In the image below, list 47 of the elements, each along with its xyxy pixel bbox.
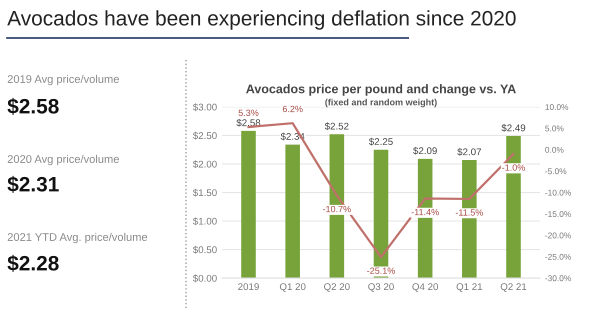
x-tick-label: Q1 20	[280, 283, 306, 292]
chart-subtitle: (fixed and random weight)	[325, 98, 437, 108]
data-label: -11.5%	[456, 209, 483, 216]
data-label: $2.07	[457, 148, 482, 156]
data-label: 5.3%	[238, 110, 258, 116]
x-tick-label: Q2 21	[500, 283, 526, 292]
data-label: -11.4%	[412, 208, 439, 216]
y2-tick-label: -30.0%	[545, 275, 571, 282]
text: $2.31	[7, 176, 59, 193]
data-label: $2.52	[324, 122, 349, 130]
y-tick-label: $0.00	[192, 274, 217, 282]
y2-tick-label: -20.0%	[545, 232, 571, 238]
data-label: -25.1%	[367, 267, 395, 274]
x-tick-label: 2019	[238, 283, 259, 290]
x-tick-label: Q3 20	[368, 283, 394, 292]
chart-title: Avocados price per pound and change vs. YA	[246, 84, 516, 96]
bar	[241, 130, 256, 278]
bar	[285, 144, 300, 278]
data-label: $2.58	[236, 118, 260, 127]
y-tick-label: $0.50	[192, 246, 217, 254]
text: $2.58	[7, 98, 59, 115]
y2-tick-label: 0.0%	[545, 146, 564, 153]
text: 2019 Avg price/volume	[8, 74, 119, 86]
y2-tick-label: -10.0%	[545, 190, 571, 196]
x-tick-label: Q1 21	[456, 283, 482, 292]
text: $2.28	[7, 254, 59, 272]
data-label: $2.25	[368, 138, 393, 146]
y2-tick-label: 10.0%	[545, 104, 568, 110]
y-tick-label: $2.50	[192, 132, 217, 140]
y-tick-label: $3.00	[192, 103, 217, 112]
data-label: 6.2%	[282, 106, 303, 112]
data-label: -1.0%	[502, 164, 525, 171]
data-label: $2.09	[413, 146, 437, 155]
x-tick-label: Q4 20	[412, 283, 438, 292]
y-tick-label: $1.00	[192, 217, 217, 226]
y2-tick-label: -15.0%	[545, 211, 571, 218]
data-label: $2.49	[501, 124, 526, 132]
y2-tick-label: 5.0%	[545, 126, 564, 132]
y2-tick-label: -25.0%	[545, 254, 571, 260]
y-tick-label: $1.50	[192, 188, 217, 197]
y2-tick-label: -5.0%	[545, 168, 566, 174]
text: Avocados have been experiencing deflation since 2020	[7, 10, 516, 30]
text: 2020 Avg price/volume	[8, 154, 119, 166]
x-tick-label: Q2 20	[324, 283, 350, 292]
y-tick-label: $2.00	[192, 160, 217, 168]
text: 2021 YTD Avg. price/volume	[8, 232, 148, 244]
data-label: -10.7%	[322, 206, 351, 212]
